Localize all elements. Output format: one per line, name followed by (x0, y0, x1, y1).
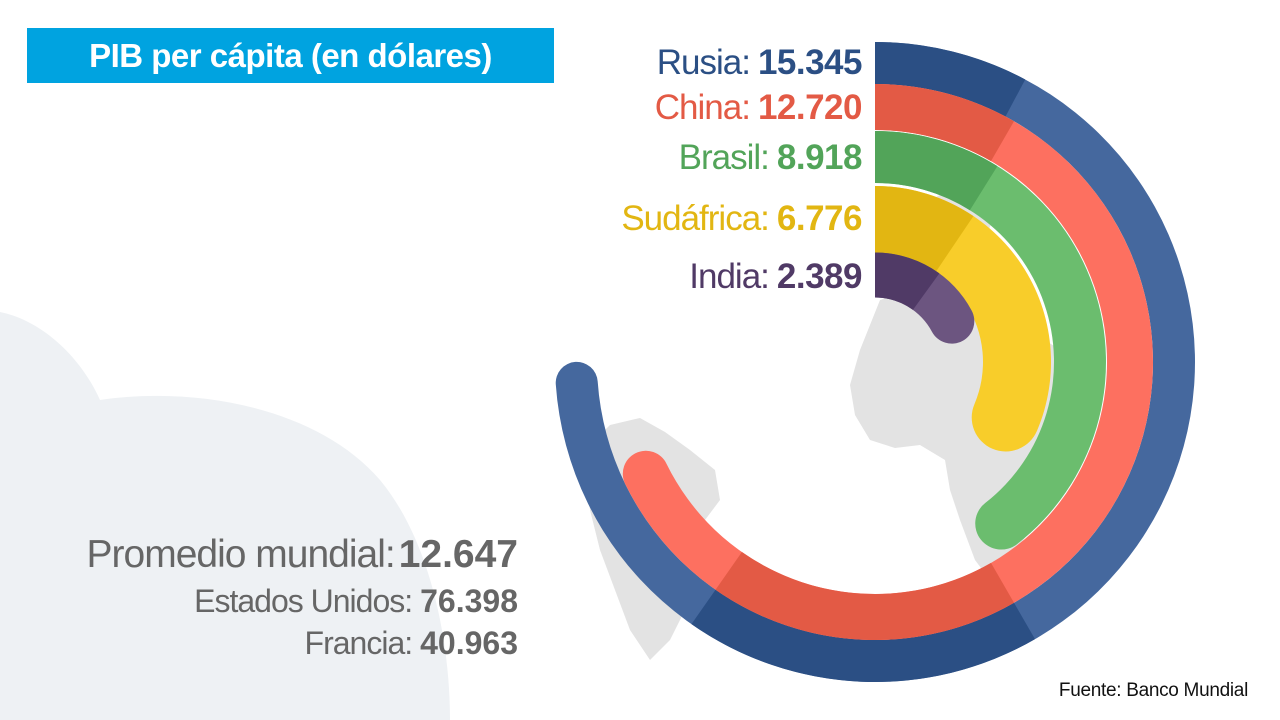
arc-brasil (875, 131, 1106, 550)
legend-country: Sudáfrica: (621, 199, 770, 238)
arc-shade (875, 84, 1014, 162)
legend-value: 6.776 (776, 199, 863, 238)
legend-country: China: (654, 87, 751, 127)
world-average-label: Promedio mundial: (86, 533, 396, 576)
legend-value: 2.389 (776, 257, 863, 296)
chart-title: PIB per cápita (en dólares) (27, 28, 554, 83)
usa-value-row: Estados Unidos: 76.398 (87, 583, 518, 625)
source-note: Fuente: Banco Mundial (1058, 680, 1248, 701)
france-value-row: Francia: 40.963 (87, 625, 518, 667)
legend-item-china: China: 12.720 (462, 84, 863, 131)
legend-country: Rusia: (656, 42, 751, 82)
arc-shade (875, 131, 998, 211)
legend-value: 8.918 (776, 138, 863, 177)
legend-item-sudafrica: Sudáfrica: 6.776 (462, 185, 862, 253)
arc-shade (875, 42, 1026, 117)
legend: Rusia: 15.345 China: 12.720 Brasil: 8.91… (462, 41, 862, 301)
legend-item-brasil: Brasil: 8.918 (462, 131, 863, 185)
legend-value: 15.345 (757, 42, 863, 82)
world-average: Promedio mundial: 12.647 (87, 533, 518, 583)
legend-item-india: India: 2.389 (462, 253, 862, 301)
arc-shade (715, 552, 1014, 640)
arc-shade (691, 589, 1035, 682)
france-label: Francia: (304, 625, 414, 661)
legend-item-rusia: Rusia: 15.345 (462, 41, 863, 84)
legend-value: 12.720 (757, 87, 863, 127)
arc-shade (875, 186, 974, 273)
usa-value: 76.398 (420, 583, 518, 619)
world-average-value: 12.647 (398, 533, 518, 576)
arcs-group (555, 42, 1195, 682)
usa-label: Estados Unidos: (194, 583, 413, 619)
arc-shade (875, 252, 940, 310)
legend-country: India: (689, 257, 770, 296)
france-value: 40.963 (420, 625, 518, 661)
legend-country: Brasil: (678, 138, 770, 177)
comparison-values: Promedio mundial: 12.647 Estados Unidos:… (87, 533, 518, 667)
